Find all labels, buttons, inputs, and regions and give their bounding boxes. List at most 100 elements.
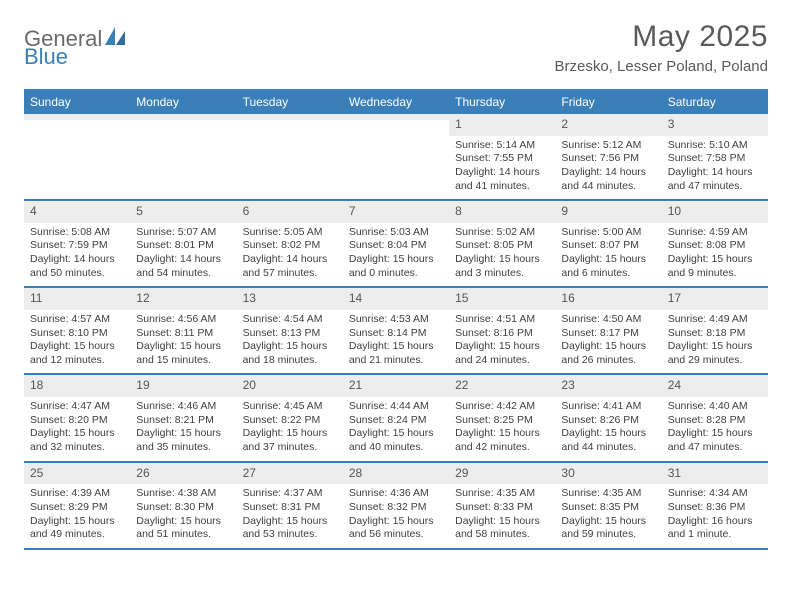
sunrise-text: Sunrise: 4:35 AM — [455, 487, 549, 501]
sunrise-text: Sunrise: 5:00 AM — [561, 226, 655, 240]
daylight-text: Daylight: 15 hours and 47 minutes. — [668, 427, 762, 454]
day-body — [237, 120, 343, 178]
sunset-text: Sunset: 8:13 PM — [243, 327, 337, 341]
day-number: 4 — [24, 201, 130, 223]
daylight-text: Daylight: 14 hours and 54 minutes. — [136, 253, 230, 280]
sunset-text: Sunset: 8:26 PM — [561, 414, 655, 428]
week-row: 11Sunrise: 4:57 AMSunset: 8:10 PMDayligh… — [24, 288, 768, 375]
sunrise-text: Sunrise: 4:53 AM — [349, 313, 443, 327]
day-body: Sunrise: 4:35 AMSunset: 8:35 PMDaylight:… — [555, 484, 661, 548]
day-body: Sunrise: 5:14 AMSunset: 7:55 PMDaylight:… — [449, 136, 555, 200]
sunrise-text: Sunrise: 4:37 AM — [243, 487, 337, 501]
month-title: May 2025 — [555, 20, 768, 54]
day-body: Sunrise: 5:08 AMSunset: 7:59 PMDaylight:… — [24, 223, 130, 287]
week-row: 1Sunrise: 5:14 AMSunset: 7:55 PMDaylight… — [24, 114, 768, 201]
day-body: Sunrise: 4:56 AMSunset: 8:11 PMDaylight:… — [130, 310, 236, 374]
weekday-header: Sunday — [24, 91, 130, 114]
day-body: Sunrise: 4:44 AMSunset: 8:24 PMDaylight:… — [343, 397, 449, 461]
daylight-text: Daylight: 15 hours and 29 minutes. — [668, 340, 762, 367]
day-cell: 6Sunrise: 5:05 AMSunset: 8:02 PMDaylight… — [237, 201, 343, 286]
day-body: Sunrise: 5:05 AMSunset: 8:02 PMDaylight:… — [237, 223, 343, 287]
daylight-text: Daylight: 15 hours and 15 minutes. — [136, 340, 230, 367]
sunset-text: Sunset: 8:14 PM — [349, 327, 443, 341]
day-number: 3 — [662, 114, 768, 136]
weekday-header-row: Sunday Monday Tuesday Wednesday Thursday… — [24, 91, 768, 114]
sunrise-text: Sunrise: 4:47 AM — [30, 400, 124, 414]
day-number: 15 — [449, 288, 555, 310]
daylight-text: Daylight: 14 hours and 41 minutes. — [455, 166, 549, 193]
sunset-text: Sunset: 7:58 PM — [668, 152, 762, 166]
daylight-text: Daylight: 15 hours and 59 minutes. — [561, 515, 655, 542]
sunrise-text: Sunrise: 4:35 AM — [561, 487, 655, 501]
day-body: Sunrise: 5:10 AMSunset: 7:58 PMDaylight:… — [662, 136, 768, 200]
weekday-header: Monday — [130, 91, 236, 114]
day-number: 1 — [449, 114, 555, 136]
day-number: 26 — [130, 463, 236, 485]
sunset-text: Sunset: 8:32 PM — [349, 501, 443, 515]
day-cell: 21Sunrise: 4:44 AMSunset: 8:24 PMDayligh… — [343, 375, 449, 460]
daylight-text: Daylight: 15 hours and 6 minutes. — [561, 253, 655, 280]
day-number: 12 — [130, 288, 236, 310]
day-body — [24, 120, 130, 178]
header: General May 2025 Brzesko, Lesser Poland,… — [24, 20, 768, 75]
daylight-text: Daylight: 15 hours and 24 minutes. — [455, 340, 549, 367]
day-number: 28 — [343, 463, 449, 485]
day-cell: 9Sunrise: 5:00 AMSunset: 8:07 PMDaylight… — [555, 201, 661, 286]
sunrise-text: Sunrise: 4:51 AM — [455, 313, 549, 327]
sunset-text: Sunset: 8:29 PM — [30, 501, 124, 515]
day-cell: 5Sunrise: 5:07 AMSunset: 8:01 PMDaylight… — [130, 201, 236, 286]
day-cell: 18Sunrise: 4:47 AMSunset: 8:20 PMDayligh… — [24, 375, 130, 460]
day-body: Sunrise: 4:49 AMSunset: 8:18 PMDaylight:… — [662, 310, 768, 374]
day-number: 13 — [237, 288, 343, 310]
day-body: Sunrise: 4:40 AMSunset: 8:28 PMDaylight:… — [662, 397, 768, 461]
day-number: 18 — [24, 375, 130, 397]
sunrise-text: Sunrise: 5:07 AM — [136, 226, 230, 240]
day-number: 21 — [343, 375, 449, 397]
daylight-text: Daylight: 15 hours and 37 minutes. — [243, 427, 337, 454]
day-number: 31 — [662, 463, 768, 485]
daylight-text: Daylight: 15 hours and 9 minutes. — [668, 253, 762, 280]
sunrise-text: Sunrise: 4:57 AM — [30, 313, 124, 327]
week-row: 25Sunrise: 4:39 AMSunset: 8:29 PMDayligh… — [24, 463, 768, 550]
sunrise-text: Sunrise: 5:02 AM — [455, 226, 549, 240]
day-number: 10 — [662, 201, 768, 223]
calendar-page: General May 2025 Brzesko, Lesser Poland,… — [0, 0, 792, 560]
day-body: Sunrise: 4:54 AMSunset: 8:13 PMDaylight:… — [237, 310, 343, 374]
sunset-text: Sunset: 8:25 PM — [455, 414, 549, 428]
day-cell: 26Sunrise: 4:38 AMSunset: 8:30 PMDayligh… — [130, 463, 236, 548]
daylight-text: Daylight: 15 hours and 42 minutes. — [455, 427, 549, 454]
day-number: 8 — [449, 201, 555, 223]
daylight-text: Daylight: 15 hours and 51 minutes. — [136, 515, 230, 542]
day-body: Sunrise: 4:57 AMSunset: 8:10 PMDaylight:… — [24, 310, 130, 374]
calendar-grid: 1Sunrise: 5:14 AMSunset: 7:55 PMDaylight… — [24, 114, 768, 550]
day-cell: 30Sunrise: 4:35 AMSunset: 8:35 PMDayligh… — [555, 463, 661, 548]
location-text: Brzesko, Lesser Poland, Poland — [555, 58, 768, 75]
day-cell: 15Sunrise: 4:51 AMSunset: 8:16 PMDayligh… — [449, 288, 555, 373]
daylight-text: Daylight: 15 hours and 40 minutes. — [349, 427, 443, 454]
weekday-header: Saturday — [662, 91, 768, 114]
day-cell: 2Sunrise: 5:12 AMSunset: 7:56 PMDaylight… — [555, 114, 661, 199]
daylight-text: Daylight: 15 hours and 56 minutes. — [349, 515, 443, 542]
day-cell: 7Sunrise: 5:03 AMSunset: 8:04 PMDaylight… — [343, 201, 449, 286]
day-cell: 1Sunrise: 5:14 AMSunset: 7:55 PMDaylight… — [449, 114, 555, 199]
day-cell: 28Sunrise: 4:36 AMSunset: 8:32 PMDayligh… — [343, 463, 449, 548]
day-cell: 13Sunrise: 4:54 AMSunset: 8:13 PMDayligh… — [237, 288, 343, 373]
weekday-header: Tuesday — [237, 91, 343, 114]
day-cell: 22Sunrise: 4:42 AMSunset: 8:25 PMDayligh… — [449, 375, 555, 460]
day-cell: 3Sunrise: 5:10 AMSunset: 7:58 PMDaylight… — [662, 114, 768, 199]
day-body: Sunrise: 4:46 AMSunset: 8:21 PMDaylight:… — [130, 397, 236, 461]
day-body: Sunrise: 4:59 AMSunset: 8:08 PMDaylight:… — [662, 223, 768, 287]
day-body — [343, 120, 449, 178]
sunset-text: Sunset: 8:11 PM — [136, 327, 230, 341]
day-body: Sunrise: 4:36 AMSunset: 8:32 PMDaylight:… — [343, 484, 449, 548]
day-body: Sunrise: 4:45 AMSunset: 8:22 PMDaylight:… — [237, 397, 343, 461]
sunset-text: Sunset: 8:21 PM — [136, 414, 230, 428]
sunrise-text: Sunrise: 4:44 AM — [349, 400, 443, 414]
day-cell: 25Sunrise: 4:39 AMSunset: 8:29 PMDayligh… — [24, 463, 130, 548]
day-number: 17 — [662, 288, 768, 310]
daylight-text: Daylight: 15 hours and 12 minutes. — [30, 340, 124, 367]
sunset-text: Sunset: 8:05 PM — [455, 239, 549, 253]
day-body: Sunrise: 4:38 AMSunset: 8:30 PMDaylight:… — [130, 484, 236, 548]
day-body: Sunrise: 5:03 AMSunset: 8:04 PMDaylight:… — [343, 223, 449, 287]
daylight-text: Daylight: 15 hours and 58 minutes. — [455, 515, 549, 542]
